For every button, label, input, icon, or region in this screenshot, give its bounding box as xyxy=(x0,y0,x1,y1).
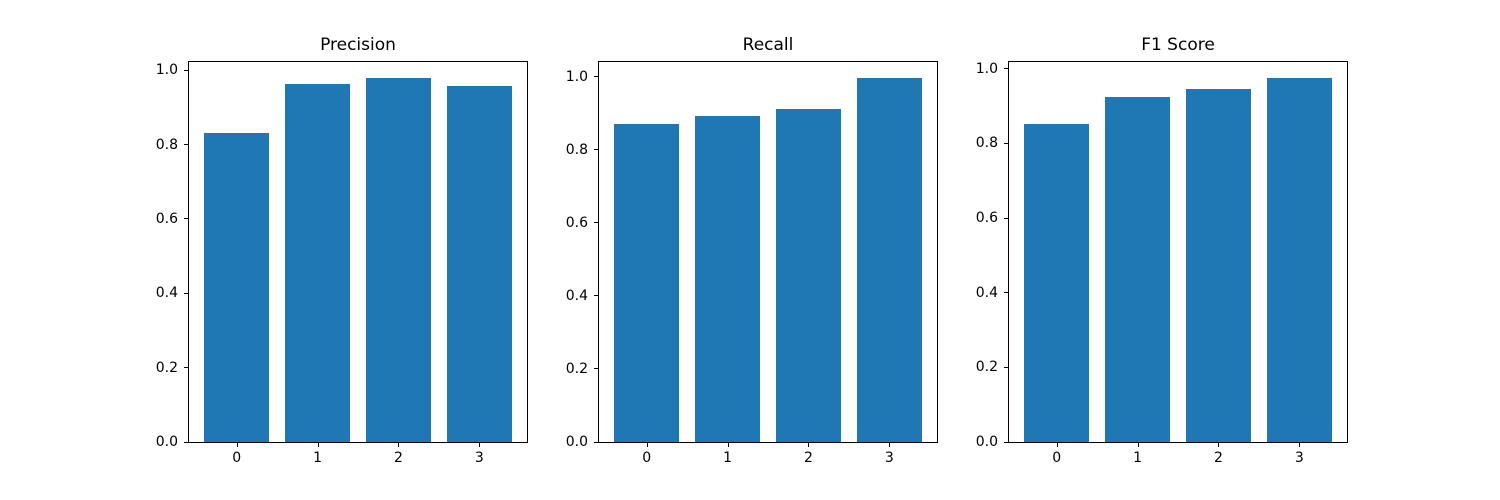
x-tick-label: 3 xyxy=(1294,450,1304,466)
x-tick-mark xyxy=(317,443,319,447)
x-tick-mark xyxy=(808,443,810,447)
x-tick-label: 1 xyxy=(313,450,323,466)
y-tick-mark xyxy=(184,367,188,369)
bar-f1-score-1 xyxy=(1105,97,1170,442)
bar-recall-1 xyxy=(695,116,760,442)
y-tick-label: 0.2 xyxy=(975,359,998,376)
x-tick-label: 0 xyxy=(1052,450,1062,466)
x-tick-label: 2 xyxy=(1213,450,1223,466)
y-tick-mark xyxy=(184,144,188,146)
x-tick-mark xyxy=(727,443,729,447)
y-tick-label: 0.2 xyxy=(155,359,178,376)
bar-recall-0 xyxy=(614,123,680,442)
y-tick-mark xyxy=(184,218,188,220)
x-tick-mark xyxy=(646,443,648,447)
y-tick-mark xyxy=(1004,217,1008,219)
bar-precision-2 xyxy=(366,77,431,442)
axes-f1-score xyxy=(1004,61,1348,447)
y-tick-label: 0.6 xyxy=(565,214,588,231)
y-tick-mark xyxy=(1004,292,1008,294)
y-tick-label: 0.4 xyxy=(565,287,588,304)
y-tick-label: 0.0 xyxy=(565,434,588,450)
x-tick-label: 3 xyxy=(474,450,484,466)
y-tick-mark xyxy=(184,69,188,71)
y-tick-label: 0.4 xyxy=(975,284,998,301)
x-tick-label: 0 xyxy=(232,450,242,466)
y-tick-mark xyxy=(594,368,598,370)
x-tick-mark xyxy=(398,443,400,447)
x-tick-label: 1 xyxy=(1133,450,1143,466)
y-tick-label: 1.0 xyxy=(565,68,588,85)
y-tick-label: 1.0 xyxy=(155,62,178,79)
x-tick-mark xyxy=(889,443,891,447)
x-tick-mark xyxy=(1299,443,1301,447)
y-tick-mark xyxy=(184,441,188,443)
bar-recall-3 xyxy=(856,77,922,442)
x-tick-label: 3 xyxy=(884,450,894,466)
y-tick-mark xyxy=(594,222,598,224)
x-tick-mark xyxy=(236,443,238,447)
chart-title-precision: Precision xyxy=(320,35,396,55)
x-tick-label: 1 xyxy=(723,450,733,466)
y-tick-label: 0.8 xyxy=(975,135,998,152)
x-tick-label: 2 xyxy=(393,450,403,466)
bar-f1-score-2 xyxy=(1186,89,1251,442)
y-tick-mark xyxy=(1004,441,1008,443)
y-tick-label: 0.4 xyxy=(155,285,178,302)
y-tick-label: 0.8 xyxy=(565,141,588,158)
y-tick-mark xyxy=(594,295,598,297)
y-tick-mark xyxy=(184,292,188,294)
bar-precision-0 xyxy=(204,133,270,442)
bar-f1-score-3 xyxy=(1266,77,1332,442)
x-tick-label: 2 xyxy=(803,450,813,466)
y-tick-mark xyxy=(1004,68,1008,70)
x-tick-mark xyxy=(1137,443,1139,447)
y-tick-label: 0.8 xyxy=(155,136,178,153)
bar-f1-score-0 xyxy=(1024,124,1090,442)
y-tick-mark xyxy=(594,441,598,443)
x-tick-label: 0 xyxy=(642,450,652,466)
chart-title-recall: Recall xyxy=(742,35,794,55)
x-tick-mark xyxy=(479,443,481,447)
x-tick-mark xyxy=(1056,443,1058,447)
y-tick-label: 0.0 xyxy=(155,434,178,450)
axes-precision xyxy=(184,61,528,447)
y-tick-mark xyxy=(594,76,598,78)
bar-recall-2 xyxy=(776,109,841,442)
y-tick-label: 0.6 xyxy=(975,210,998,227)
y-tick-label: 0.2 xyxy=(565,360,588,377)
chart-title-f1-score: F1 Score xyxy=(1141,35,1215,55)
bar-precision-1 xyxy=(285,83,350,442)
y-tick-label: 1.0 xyxy=(975,60,998,77)
y-tick-mark xyxy=(1004,366,1008,368)
y-tick-mark xyxy=(1004,142,1008,144)
x-tick-mark xyxy=(1218,443,1220,447)
bar-precision-3 xyxy=(446,85,512,442)
axes-recall xyxy=(594,61,938,447)
y-tick-label: 0.0 xyxy=(975,434,998,450)
y-tick-mark xyxy=(594,149,598,151)
y-tick-label: 0.6 xyxy=(155,210,178,227)
